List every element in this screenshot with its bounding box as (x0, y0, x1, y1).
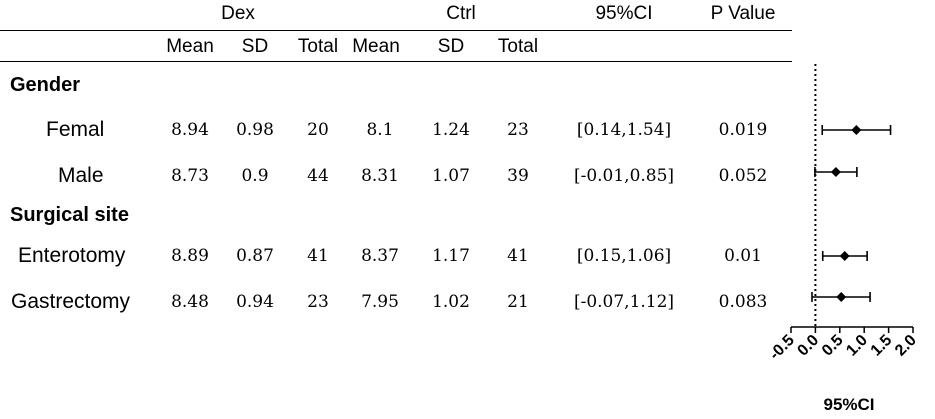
cell-ctrl-mean: 7.95 (361, 292, 399, 312)
header-rule-bottom (0, 61, 792, 62)
cell-ctrl-sd: 1.02 (432, 292, 470, 312)
cell-ctrl-sd: 1.17 (432, 246, 470, 266)
cell-p: 0.01 (724, 246, 762, 266)
cell-ctrl-sd: 1.07 (432, 166, 470, 186)
cell-p: 0.083 (718, 292, 768, 312)
cell-dex-sd: 0.98 (236, 120, 274, 140)
row-label: Femal (46, 118, 105, 141)
cell-ci: [-0.07,1.12] (573, 292, 675, 312)
estimate-diamond (836, 292, 847, 302)
header-dex: Dex (221, 3, 255, 24)
cell-p: 0.019 (718, 120, 768, 140)
x-tick-label: 1.5 (868, 332, 896, 360)
header-ctrl-sd: SD (437, 36, 465, 57)
header-ctrl-mean: Mean (352, 36, 400, 57)
group-heading-gender: Gender (10, 74, 81, 96)
cell-ctrl-mean: 8.1 (366, 120, 394, 140)
cell-ctrl-total: 21 (507, 292, 529, 312)
cell-ctrl-mean: 8.31 (361, 166, 399, 186)
x-tick-label: 0.0 (794, 332, 822, 360)
header-dex-sd: SD (241, 36, 269, 57)
x-axis-title: 95%CI (823, 395, 875, 414)
group-heading-surgical: Surgical site (10, 204, 129, 226)
cell-dex-total: 44 (307, 166, 329, 186)
x-tick-label: 1.0 (843, 332, 871, 360)
cell-dex-total: 23 (307, 292, 329, 312)
estimate-diamond (830, 167, 841, 177)
estimate-diamond (851, 125, 862, 135)
header-rule-top (0, 30, 792, 31)
row-label: Male (58, 164, 104, 187)
cell-dex-sd: 0.94 (236, 292, 274, 312)
header-dex-total: Total (297, 36, 339, 57)
estimate-diamond (839, 251, 850, 261)
cell-dex-mean: 8.94 (171, 120, 209, 140)
header-ctrl-total: Total (497, 36, 539, 57)
header-95ci: 95%CI (595, 3, 653, 24)
header-dex-mean: Mean (166, 36, 214, 57)
cell-dex-mean: 8.73 (171, 166, 209, 186)
x-tick-label: 2.0 (892, 332, 920, 360)
row-label: Gastrectomy (11, 290, 131, 313)
cell-ctrl-total: 39 (507, 166, 529, 186)
cell-ctrl-total: 41 (507, 246, 529, 266)
x-tick-label: 0.5 (819, 332, 847, 360)
cell-dex-sd: 0.9 (241, 166, 269, 186)
cell-dex-total: 41 (307, 246, 329, 266)
header-ctrl: Ctrl (446, 3, 476, 24)
cell-ctrl-total: 23 (507, 120, 529, 140)
row-label: Enterotomy (18, 244, 126, 267)
cell-dex-total: 20 (307, 120, 329, 140)
cell-ci: [-0.01,0.85] (573, 166, 675, 186)
cell-ci: [0.14,1.54] (576, 120, 672, 140)
cell-dex-mean: 8.89 (171, 246, 209, 266)
header-pvalue: P Value (710, 3, 776, 24)
cell-ctrl-mean: 8.37 (361, 246, 399, 266)
cell-ci: [0.15,1.06] (576, 246, 672, 266)
cell-p: 0.052 (718, 166, 768, 186)
cell-dex-sd: 0.87 (236, 246, 274, 266)
cell-ctrl-sd: 1.24 (432, 120, 470, 140)
cell-dex-mean: 8.48 (171, 292, 209, 312)
